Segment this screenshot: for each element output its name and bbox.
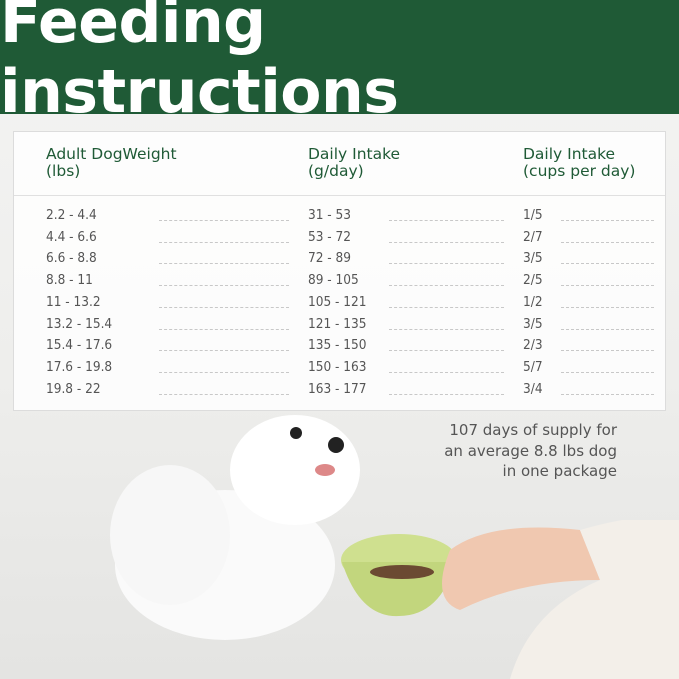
weight-cell: 15.4 - 17.6 [46,337,113,354]
table-row: 15.4 - 17.6 135 - 150 2/3 [14,337,665,359]
page-title: Feeding instructions [0,0,399,127]
grams-cell: 163 - 177 [308,380,367,397]
dotted-leader [159,263,289,265]
dotted-leader [389,241,504,243]
cups-cell: 1/5 [523,207,543,223]
dotted-leader [159,285,289,287]
cups-cell: 5/7 [523,358,543,375]
title-banner: Feeding instructions [0,0,679,127]
dotted-leader [159,306,289,308]
grams-cell: 121 - 135 [308,315,367,332]
weight-cell: 17.6 - 19.8 [46,358,113,375]
dotted-leader [561,371,654,373]
dotted-leader [389,350,504,352]
column-header-cups: Daily Intake (cups per day) [523,146,635,180]
table-row: 4.4 - 6.6 53 - 72 2/7 [14,229,665,251]
weight-cell: 19.8 - 22 [46,380,101,397]
header-line: Daily Intake [523,145,616,163]
header-line: Adult DogWeight [46,145,177,163]
note-line: an average 8.8 lbs dog [444,441,617,460]
feeding-table: Adult DogWeight (lbs) Daily Intake (g/da… [13,131,666,411]
note-line: 107 days of supply for [449,421,617,439]
header-line: Daily Intake [308,145,401,163]
dotted-leader [561,220,654,221]
weight-cell: 13.2 - 15.4 [46,315,113,332]
food-bowl [341,534,457,617]
grams-cell: 89 - 105 [308,272,359,289]
grams-cell: 72 - 89 [308,250,351,267]
dotted-leader [159,241,289,243]
cups-cell: 1/2 [523,293,543,310]
weight-cell: 11 - 13.2 [46,293,101,310]
dotted-leader [561,306,654,308]
table-row: 8.8 - 11 89 - 105 2/5 [14,272,665,294]
grams-cell: 150 - 163 [308,358,367,375]
dotted-leader [389,285,504,287]
dotted-leader [159,393,289,395]
dotted-leader [159,371,289,373]
dotted-leader [389,393,504,395]
hand-holding-bowl [442,520,679,679]
header-line: (cups per day) [523,162,636,180]
dotted-leader [389,328,504,330]
dotted-leader [389,306,504,308]
grams-cell: 105 - 121 [308,293,367,310]
dotted-leader [561,285,654,287]
cups-cell: 3/4 [523,380,543,397]
cups-cell: 2/5 [523,272,543,289]
table-row: 19.8 - 22 163 - 177 3/4 [14,381,665,403]
dotted-leader [159,328,289,330]
supply-note: 107 days of supply for an average 8.8 lb… [444,420,617,482]
grams-cell: 135 - 150 [308,337,367,354]
dotted-leader [389,220,504,221]
header-divider [14,195,665,196]
weight-cell: 8.8 - 11 [46,272,93,289]
weight-cell: 2.2 - 4.4 [46,207,97,223]
cups-cell: 2/7 [523,228,543,245]
table-row: 11 - 13.2 105 - 121 1/2 [14,294,665,316]
table-row: 13.2 - 15.4 121 - 135 3/5 [14,316,665,338]
grams-cell: 31 - 53 [308,207,351,223]
dotted-leader [561,241,654,243]
grams-cell: 53 - 72 [308,228,351,245]
dotted-leader [561,350,654,352]
cups-cell: 3/5 [523,250,543,267]
dog-illustration [110,415,360,640]
cups-cell: 3/5 [523,315,543,332]
dotted-leader [561,328,654,330]
header-line: (lbs) [46,162,81,180]
table-row: 2.2 - 4.4 31 - 53 1/5 [14,207,665,229]
column-header-grams: Daily Intake (g/day) [308,146,400,180]
table-row: 17.6 - 19.8 150 - 163 5/7 [14,359,665,381]
dotted-leader [159,220,289,221]
dotted-leader [389,263,504,265]
table-row: 6.6 - 8.8 72 - 89 3/5 [14,250,665,272]
dotted-leader [561,393,654,395]
dotted-leader [389,371,504,373]
weight-cell: 4.4 - 6.6 [46,228,97,245]
dotted-leader [159,350,289,352]
note-line: in one package [502,462,617,480]
header-line: (g/day) [308,162,364,180]
cups-cell: 2/3 [523,337,543,354]
column-header-weight: Adult DogWeight (lbs) [46,146,177,180]
dotted-leader [561,263,654,265]
weight-cell: 6.6 - 8.8 [46,250,97,267]
